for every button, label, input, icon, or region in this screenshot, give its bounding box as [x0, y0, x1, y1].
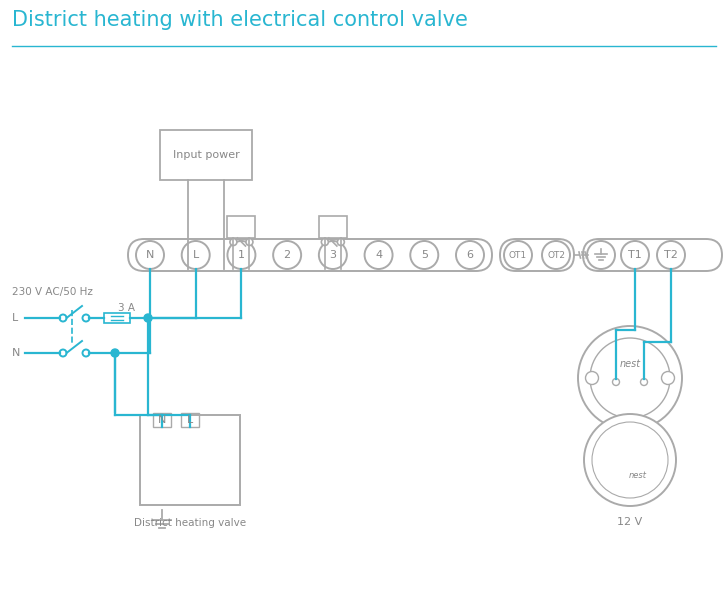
- FancyBboxPatch shape: [616, 423, 644, 441]
- Circle shape: [60, 349, 66, 356]
- Circle shape: [111, 349, 119, 357]
- Text: 5: 5: [421, 250, 428, 260]
- Text: N: N: [12, 348, 20, 358]
- Circle shape: [136, 241, 164, 269]
- Text: District heating with electrical control valve: District heating with electrical control…: [12, 10, 468, 30]
- Circle shape: [621, 241, 649, 269]
- Circle shape: [321, 239, 328, 245]
- Circle shape: [587, 241, 615, 269]
- Text: OT1: OT1: [509, 251, 527, 260]
- Text: nest: nest: [629, 472, 647, 481]
- Circle shape: [337, 239, 344, 245]
- Text: Input power: Input power: [173, 150, 240, 160]
- Text: 3 A: 3 A: [118, 303, 135, 313]
- Circle shape: [144, 314, 152, 322]
- Circle shape: [230, 239, 237, 245]
- Circle shape: [411, 241, 438, 269]
- Circle shape: [612, 378, 620, 386]
- Text: District heating valve: District heating valve: [134, 518, 246, 528]
- Text: L: L: [193, 250, 199, 260]
- Circle shape: [273, 241, 301, 269]
- Text: 6: 6: [467, 250, 473, 260]
- Text: 230 V AC/50 Hz: 230 V AC/50 Hz: [12, 287, 93, 297]
- FancyBboxPatch shape: [140, 415, 240, 505]
- Circle shape: [319, 241, 347, 269]
- Text: OT2: OT2: [547, 251, 565, 260]
- Circle shape: [584, 414, 676, 506]
- Text: 12 V: 12 V: [617, 517, 643, 527]
- Circle shape: [365, 241, 392, 269]
- Circle shape: [578, 326, 682, 430]
- Text: T2: T2: [664, 250, 678, 260]
- Text: 4: 4: [375, 250, 382, 260]
- Text: T1: T1: [628, 250, 642, 260]
- Circle shape: [641, 378, 647, 386]
- Circle shape: [82, 349, 90, 356]
- Circle shape: [60, 314, 66, 321]
- Text: N: N: [146, 250, 154, 260]
- Circle shape: [542, 241, 570, 269]
- Circle shape: [585, 371, 598, 384]
- Circle shape: [456, 241, 484, 269]
- Circle shape: [662, 371, 675, 384]
- Text: 2: 2: [284, 250, 290, 260]
- Circle shape: [182, 241, 210, 269]
- Text: L: L: [12, 313, 18, 323]
- Text: L: L: [187, 415, 193, 425]
- Text: 3: 3: [329, 250, 336, 260]
- FancyBboxPatch shape: [160, 130, 252, 180]
- Circle shape: [246, 239, 253, 245]
- Text: nest: nest: [620, 359, 641, 369]
- Circle shape: [82, 314, 90, 321]
- FancyBboxPatch shape: [104, 313, 130, 323]
- Circle shape: [590, 338, 670, 418]
- Circle shape: [504, 241, 532, 269]
- Circle shape: [657, 241, 685, 269]
- Text: 1: 1: [238, 250, 245, 260]
- Text: N: N: [158, 415, 166, 425]
- Circle shape: [227, 241, 256, 269]
